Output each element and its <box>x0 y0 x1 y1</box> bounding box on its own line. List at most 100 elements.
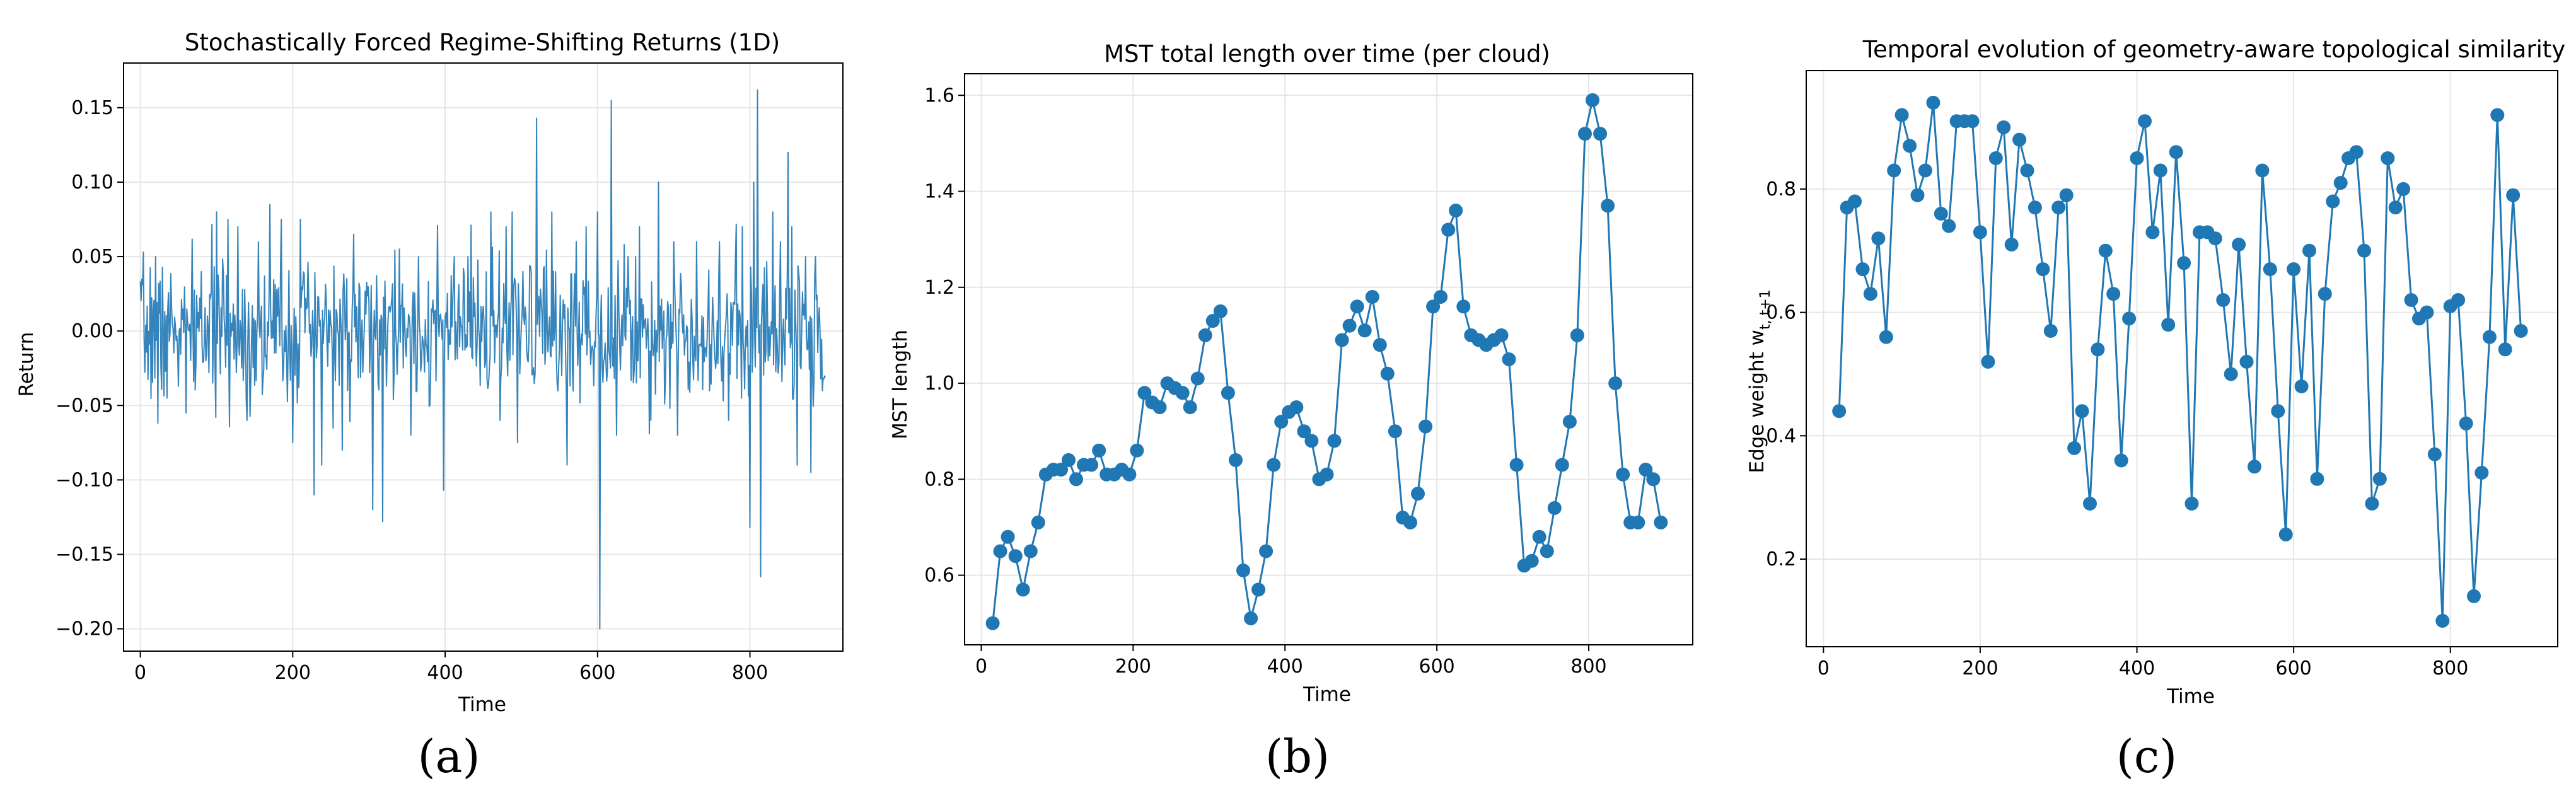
data-point <box>1903 139 1917 153</box>
data-point <box>1910 188 1925 202</box>
y-tick-label: 1.0 <box>924 373 954 395</box>
series-line <box>139 89 826 630</box>
data-point <box>1997 120 2011 134</box>
data-point <box>1251 582 1266 597</box>
data-point <box>1205 314 1220 328</box>
x-axis-label: Time <box>458 693 506 716</box>
data-point <box>2310 471 2324 486</box>
data-point <box>2067 441 2082 455</box>
panel-b: MST total length over time (per cloud) T… <box>889 40 1693 783</box>
y-tick-label: −0.15 <box>55 543 113 565</box>
data-point <box>1304 434 1319 448</box>
data-point <box>2177 256 2191 270</box>
y-tick-label: 0.2 <box>1766 548 1796 570</box>
data-point <box>1122 467 1137 482</box>
x-tick-label: 0 <box>975 656 987 678</box>
y-tick-label: 0.6 <box>924 565 954 587</box>
data-point <box>1540 544 1554 558</box>
data-point <box>1532 529 1546 544</box>
data-point <box>1646 472 1661 487</box>
x-tick-label: 400 <box>2119 657 2155 679</box>
data-point <box>1244 611 1258 626</box>
data-point <box>1069 472 1083 487</box>
data-point <box>985 616 1000 630</box>
data-point <box>1934 207 1948 221</box>
data-point <box>1441 223 1456 237</box>
data-point <box>2318 287 2332 301</box>
x-axis-label: Time <box>1303 683 1351 706</box>
data-point <box>1297 424 1311 439</box>
x-tick-label: 0 <box>1818 657 1830 679</box>
data-point <box>1001 529 1015 544</box>
data-point <box>1608 376 1623 391</box>
x-tick-label: 200 <box>1962 657 1998 679</box>
data-point <box>2051 200 2066 215</box>
data-point <box>1832 404 1847 419</box>
data-point <box>1372 338 1387 352</box>
data-point <box>2091 342 2105 357</box>
data-point <box>1130 443 1144 458</box>
y-tick-label: −0.10 <box>55 469 113 491</box>
data-point <box>1342 318 1357 333</box>
data-point <box>1092 443 1106 458</box>
data-point <box>2012 132 2027 147</box>
data-point <box>1152 400 1167 415</box>
data-point <box>2420 305 2434 320</box>
data-point <box>2474 466 2489 480</box>
data-point <box>2239 354 2254 369</box>
data-point <box>1350 299 1364 314</box>
data-point <box>2506 188 2521 202</box>
data-point <box>1848 194 1862 209</box>
data-point <box>2294 379 2309 393</box>
y-tick-label: 0.8 <box>1766 178 1796 200</box>
data-point <box>1403 515 1417 529</box>
data-point <box>1578 127 1592 141</box>
data-point <box>1380 366 1395 381</box>
data-point <box>2404 293 2418 307</box>
x-tick-label: 0 <box>134 662 146 684</box>
data-point <box>2459 416 2473 431</box>
data-point <box>2302 243 2316 258</box>
data-point <box>1320 467 1334 482</box>
x-tick-label: 600 <box>579 662 615 684</box>
data-point <box>2145 225 2160 240</box>
data-point <box>1981 354 1995 369</box>
data-point <box>2075 404 2089 419</box>
data-point <box>2232 238 2246 252</box>
series-line <box>992 100 1662 623</box>
panel-caption: (a) <box>417 730 480 783</box>
data-point <box>1639 463 1653 477</box>
data-point <box>1524 553 1539 568</box>
data-point <box>2036 262 2050 277</box>
data-point <box>1863 287 1877 301</box>
data-point <box>2248 460 2261 474</box>
data-point <box>1357 323 1372 338</box>
data-point <box>1365 290 1379 304</box>
data-point <box>1419 419 1433 434</box>
data-point <box>2388 200 2403 215</box>
y-axis-label-subscript: t, t+1 <box>1758 289 1773 330</box>
data-point <box>1449 204 1463 217</box>
data-point <box>2020 163 2034 178</box>
x-tick-label: 200 <box>275 662 311 684</box>
x-axis-label: Time <box>2166 685 2215 708</box>
data-point <box>2287 262 2301 277</box>
data-point <box>1008 549 1023 564</box>
data-point <box>1494 328 1509 342</box>
y-tick-label: −0.20 <box>55 618 113 640</box>
data-point <box>1175 386 1190 400</box>
data-point <box>2122 311 2137 326</box>
data-point <box>1213 304 1227 318</box>
data-point <box>1229 453 1243 467</box>
grid <box>124 63 843 651</box>
data-point <box>2224 367 2238 381</box>
data-point <box>1562 415 1577 429</box>
data-point <box>1198 328 1212 342</box>
data-point <box>1426 299 1441 314</box>
data-point <box>2514 324 2528 338</box>
data-point <box>2490 108 2505 122</box>
y-tick-label: 0.4 <box>1766 425 1796 447</box>
data-point <box>1855 262 1870 277</box>
y-tick-label: −0.05 <box>55 395 113 417</box>
